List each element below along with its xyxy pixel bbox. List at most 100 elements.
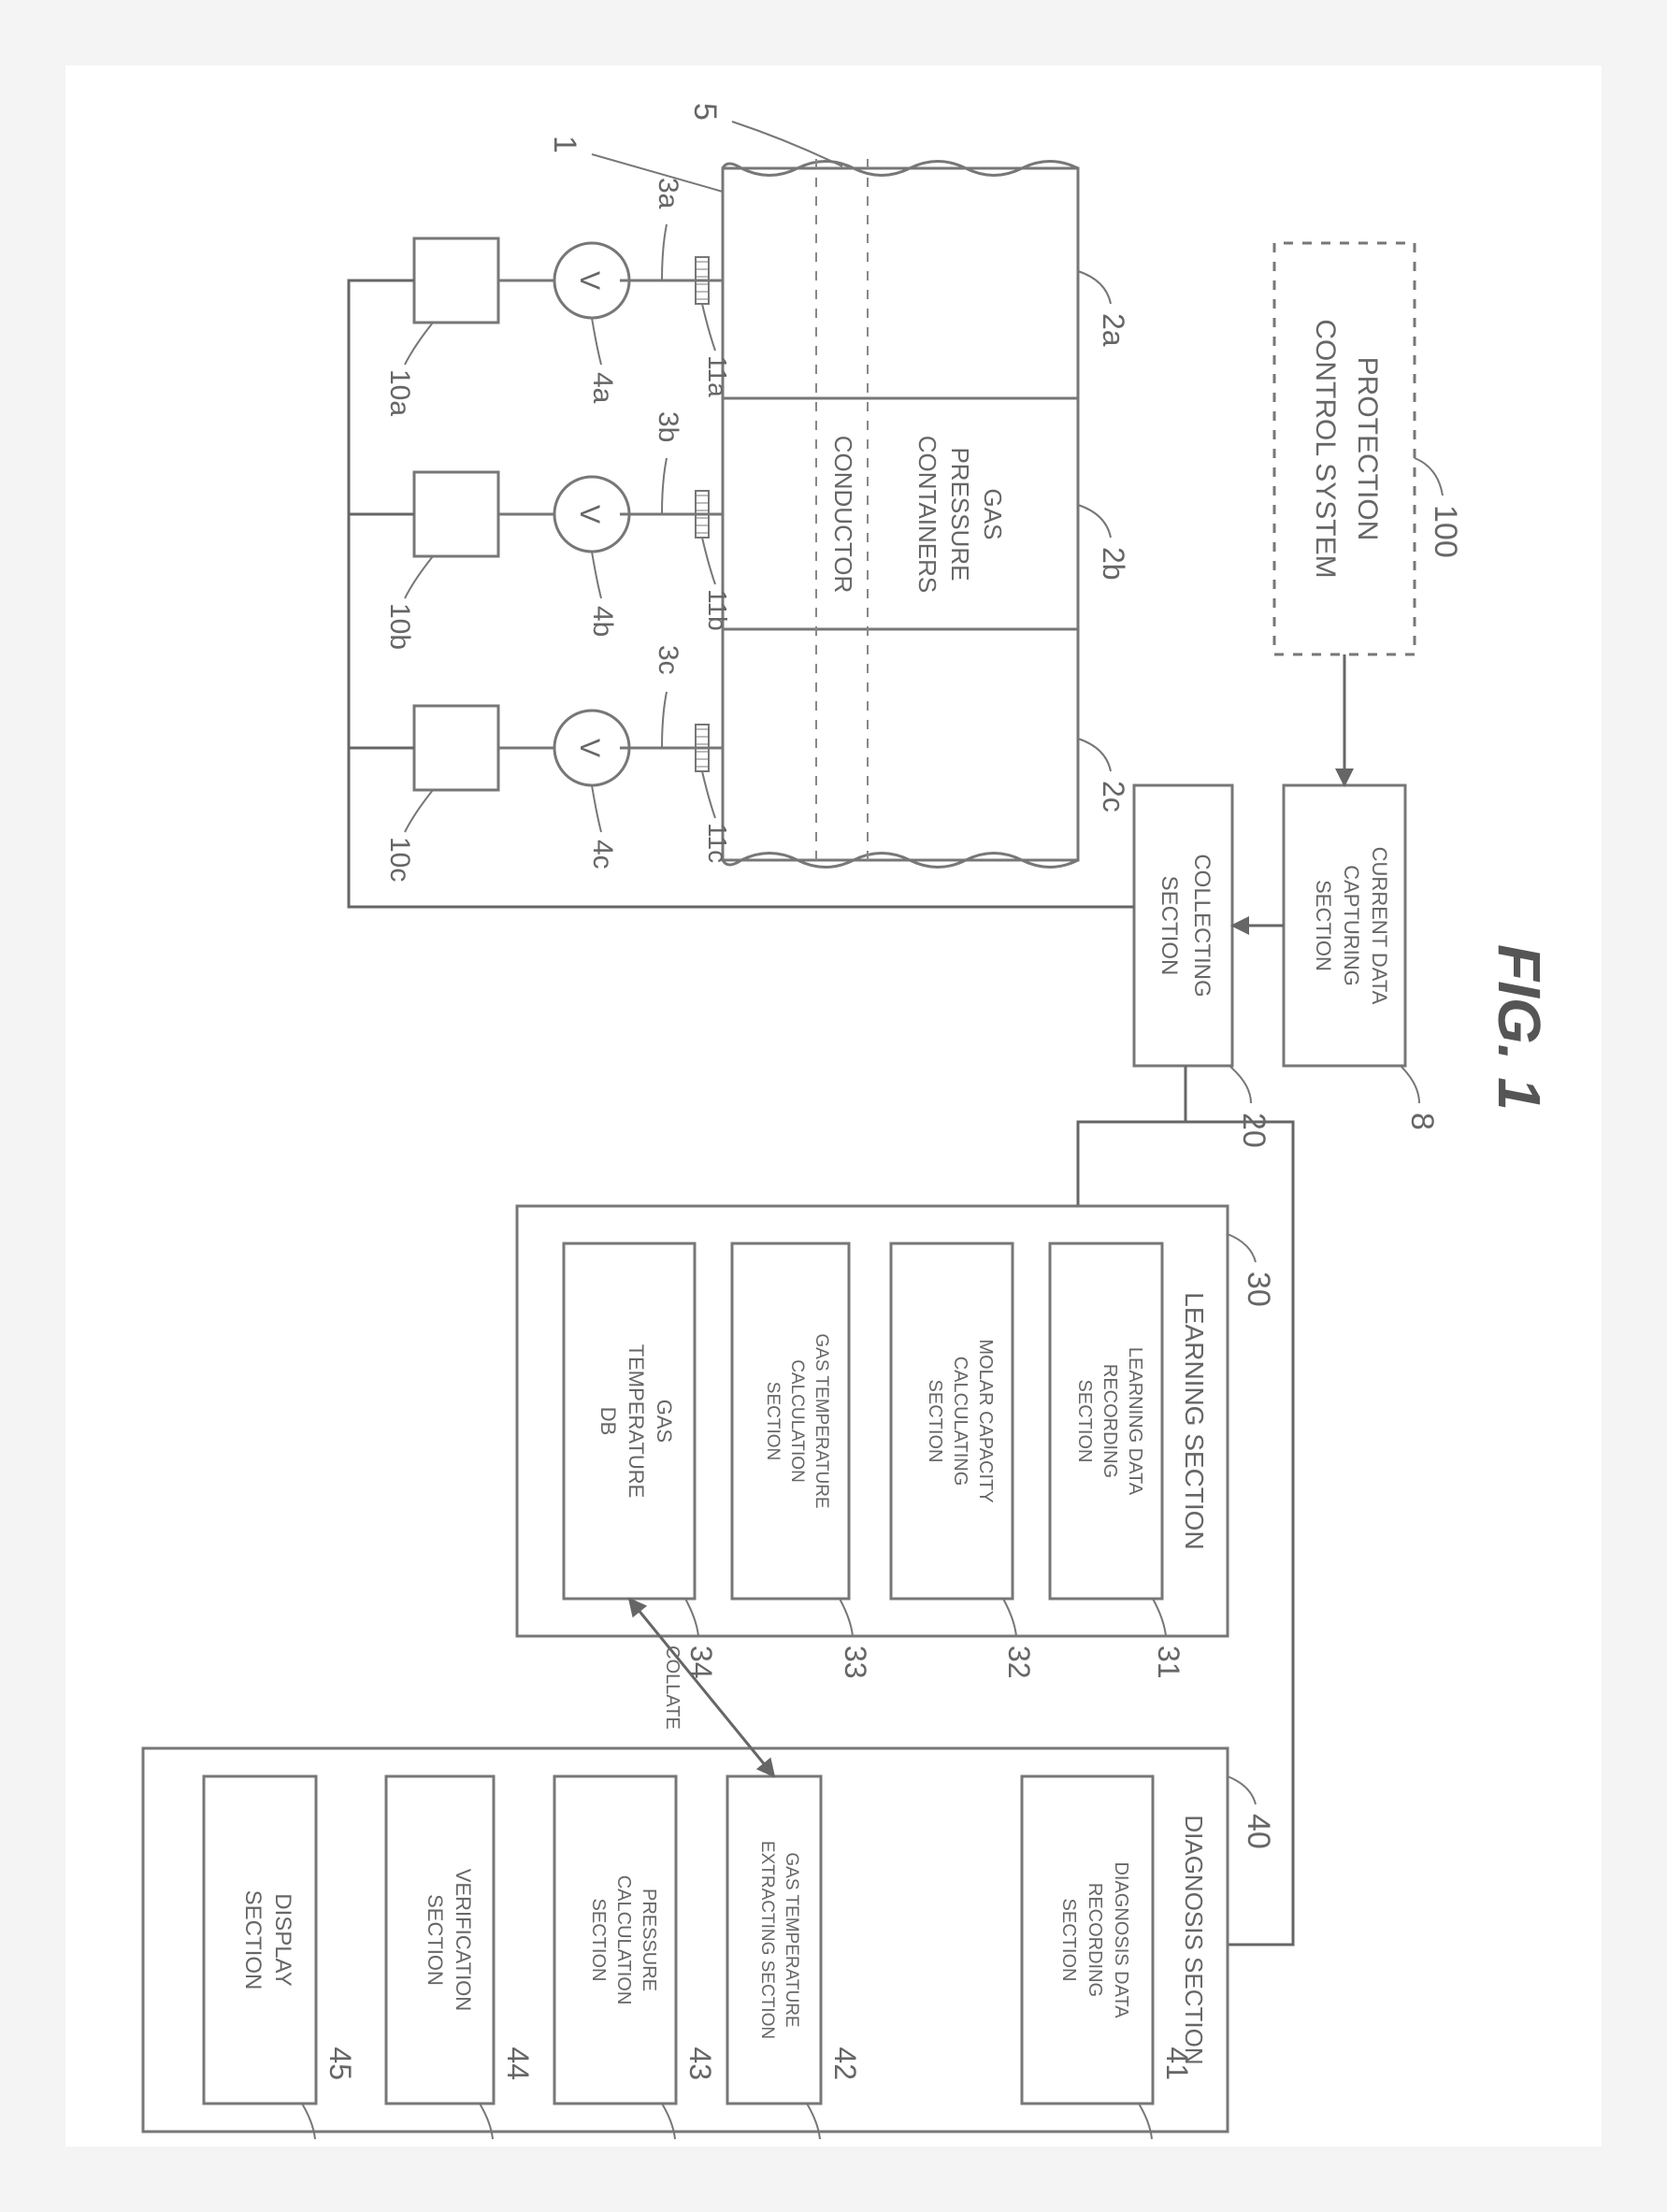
svg-text:4a: 4a: [587, 372, 618, 404]
svg-text:3c: 3c: [653, 645, 683, 675]
svg-text:4b: 4b: [587, 606, 618, 637]
svg-text:GAS: GAS: [979, 489, 1007, 540]
molar-capacity-block: MOLAR CAPACITY CALCULATING SECTION: [891, 1243, 1013, 1599]
svg-text:SECTION: SECTION: [424, 1894, 447, 1986]
ref-10a: 10a: [384, 323, 433, 416]
display-block: DISPLAY SECTION: [204, 1776, 316, 2104]
ref-2c: 2c: [1078, 739, 1130, 812]
svg-text:31: 31: [1152, 1645, 1186, 1679]
diagnosis-section-title: DIAGNOSIS SECTION: [1180, 1815, 1208, 2064]
svg-text:PRESSURE: PRESSURE: [639, 1889, 659, 1991]
gas-temp-extracting-block: GAS TEMPERATURE EXTRACTING SECTION: [727, 1776, 821, 2104]
svg-text:10a: 10a: [384, 369, 415, 416]
verification-block: VERIFICATION SECTION: [386, 1776, 494, 2104]
svg-text:30: 30: [1241, 1271, 1276, 1307]
bus-wire: [349, 280, 1134, 907]
svg-text:2b: 2b: [1097, 547, 1130, 581]
svg-text:2c: 2c: [1097, 781, 1130, 812]
svg-text:10c: 10c: [384, 837, 415, 882]
svg-text:41: 41: [1160, 2047, 1194, 2080]
svg-text:2a: 2a: [1097, 313, 1130, 347]
ref-100: 100: [1415, 458, 1463, 558]
gas-temp-calc-block: GAS TEMPERATURE CALCULATION SECTION: [732, 1243, 849, 1599]
ref-4b: 4b: [587, 552, 618, 637]
svg-text:CAPTURING: CAPTURING: [1340, 865, 1363, 986]
current-data-capturing-block: CURRENT DATA CAPTURING SECTION: [1284, 785, 1405, 1066]
ref-10c: 10c: [384, 790, 433, 882]
sensor-assembly-c: V: [414, 706, 723, 790]
svg-text:45: 45: [323, 2047, 357, 2080]
svg-text:EXTRACTING SECTION: EXTRACTING SECTION: [757, 1841, 777, 2039]
svg-text:TEMPERATURE: TEMPERATURE: [625, 1344, 648, 1499]
pressure-calc-block: PRESSURE CALCULATION SECTION: [554, 1776, 676, 2104]
ref-11b: 11b: [702, 538, 732, 631]
svg-text:V: V: [574, 271, 605, 290]
svg-text:RECORDING: RECORDING: [1099, 1364, 1120, 1478]
ref-5: 5: [687, 103, 842, 166]
ref-43: 43: [662, 2047, 717, 2139]
svg-text:MOLAR CAPACITY: MOLAR CAPACITY: [975, 1339, 996, 1502]
learning-section-block: LEARNING SECTION: [517, 1206, 1228, 1636]
svg-text:DISPLAY: DISPLAY: [270, 1893, 295, 1987]
ref-34: 34: [684, 1599, 718, 1679]
ref-31: 31: [1152, 1599, 1186, 1679]
svg-text:CURRENT DATA: CURRENT DATA: [1368, 847, 1391, 1005]
ref-41: 41: [1139, 2047, 1194, 2139]
svg-text:CONTAINERS: CONTAINERS: [913, 436, 941, 594]
svg-text:CALCULATION: CALCULATION: [787, 1359, 807, 1483]
apparatus: GAS PRESSURE CONTAINERS CONDUCTOR: [723, 159, 1078, 869]
svg-text:40: 40: [1241, 1814, 1276, 1849]
gas-temp-db-block: GAS TEMPERATURE DB: [564, 1243, 695, 1599]
learning-section-title: LEARNING SECTION: [1180, 1292, 1209, 1549]
svg-text:5: 5: [687, 103, 723, 121]
ref-33: 33: [839, 1599, 872, 1679]
svg-text:SECTION: SECTION: [1058, 1899, 1079, 1982]
ref-11c: 11c: [702, 771, 732, 863]
ref-3a: 3a: [653, 178, 683, 280]
sensor-assembly-a: V: [414, 238, 723, 323]
svg-text:11c: 11c: [703, 823, 732, 863]
svg-text:43: 43: [683, 2047, 717, 2080]
svg-text:CONDUCTOR: CONDUCTOR: [829, 436, 857, 594]
svg-text:GAS TEMPERATURE: GAS TEMPERATURE: [782, 1852, 801, 2027]
svg-text:SECTION: SECTION: [588, 1899, 609, 1982]
ref-4c: 4c: [587, 785, 618, 869]
svg-text:SECTION: SECTION: [1157, 876, 1182, 976]
svg-text:11a: 11a: [703, 355, 732, 397]
ref-42: 42: [807, 2047, 862, 2139]
collate-label: COLLATE: [662, 1645, 683, 1730]
ref-44: 44: [480, 2047, 535, 2139]
svg-text:SECTION: SECTION: [1312, 880, 1335, 971]
svg-text:42: 42: [828, 2047, 862, 2080]
svg-text:8: 8: [1404, 1113, 1440, 1130]
svg-text:COLLECTING: COLLECTING: [1189, 854, 1214, 997]
protection-control-label-2: CONTROL SYSTEM: [1310, 319, 1341, 578]
ref-4a: 4a: [587, 318, 618, 404]
svg-text:CALCULATING: CALCULATING: [950, 1357, 970, 1487]
svg-text:44: 44: [501, 2047, 535, 2080]
svg-text:GAS: GAS: [653, 1400, 676, 1443]
figure-title: FIG. 1: [1486, 944, 1553, 1111]
svg-text:DIAGNOSIS DATA: DIAGNOSIS DATA: [1111, 1861, 1131, 2018]
sheet: FIG. 1 PROTECTION CONTROL SYSTEM 100 CUR…: [65, 65, 1602, 2147]
ref-2b: 2b: [1078, 505, 1130, 581]
svg-text:SECTION: SECTION: [240, 1890, 266, 1990]
protection-control-system-block: PROTECTION CONTROL SYSTEM: [1274, 243, 1415, 654]
svg-text:LEARNING DATA: LEARNING DATA: [1125, 1347, 1145, 1496]
ref-40: 40: [1228, 1776, 1276, 1849]
svg-text:VERIFICATION: VERIFICATION: [452, 1869, 475, 2011]
svg-text:GAS TEMPERATURE: GAS TEMPERATURE: [812, 1333, 831, 1508]
svg-text:PRESSURE: PRESSURE: [946, 447, 974, 581]
svg-text:SECTION: SECTION: [925, 1380, 945, 1463]
svg-text:RECORDING: RECORDING: [1085, 1883, 1105, 1997]
diagram-svg: FIG. 1 PROTECTION CONTROL SYSTEM 100 CUR…: [65, 65, 1602, 2147]
svg-text:32: 32: [1002, 1645, 1036, 1679]
svg-text:CALCULATION: CALCULATION: [613, 1875, 634, 2005]
learning-data-recording-block: LEARNING DATA RECORDING SECTION: [1050, 1243, 1162, 1599]
svg-text:10b: 10b: [384, 603, 415, 650]
ref-2a: 2a: [1078, 271, 1130, 347]
svg-text:100: 100: [1428, 505, 1463, 558]
svg-text:V: V: [574, 739, 605, 757]
svg-text:11b: 11b: [703, 589, 732, 631]
svg-text:DB: DB: [596, 1407, 620, 1436]
